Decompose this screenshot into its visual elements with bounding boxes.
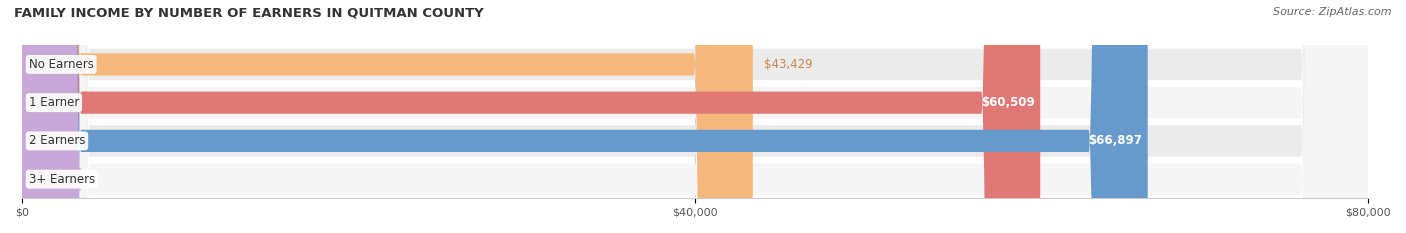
FancyBboxPatch shape [22, 0, 1147, 233]
FancyBboxPatch shape [22, 0, 752, 233]
Text: FAMILY INCOME BY NUMBER OF EARNERS IN QUITMAN COUNTY: FAMILY INCOME BY NUMBER OF EARNERS IN QU… [14, 7, 484, 20]
FancyBboxPatch shape [22, 0, 1368, 233]
Text: $0: $0 [66, 173, 82, 186]
FancyBboxPatch shape [22, 0, 1040, 233]
Text: 2 Earners: 2 Earners [28, 134, 86, 147]
FancyBboxPatch shape [22, 0, 1368, 233]
Text: $66,897: $66,897 [1088, 134, 1142, 147]
Text: 1 Earner: 1 Earner [28, 96, 79, 109]
Text: Source: ZipAtlas.com: Source: ZipAtlas.com [1274, 7, 1392, 17]
Text: No Earners: No Earners [28, 58, 94, 71]
Text: 3+ Earners: 3+ Earners [28, 173, 96, 186]
Text: $43,429: $43,429 [763, 58, 813, 71]
Text: $60,509: $60,509 [981, 96, 1035, 109]
FancyBboxPatch shape [0, 0, 82, 233]
FancyBboxPatch shape [22, 0, 1368, 233]
FancyBboxPatch shape [22, 0, 1368, 233]
